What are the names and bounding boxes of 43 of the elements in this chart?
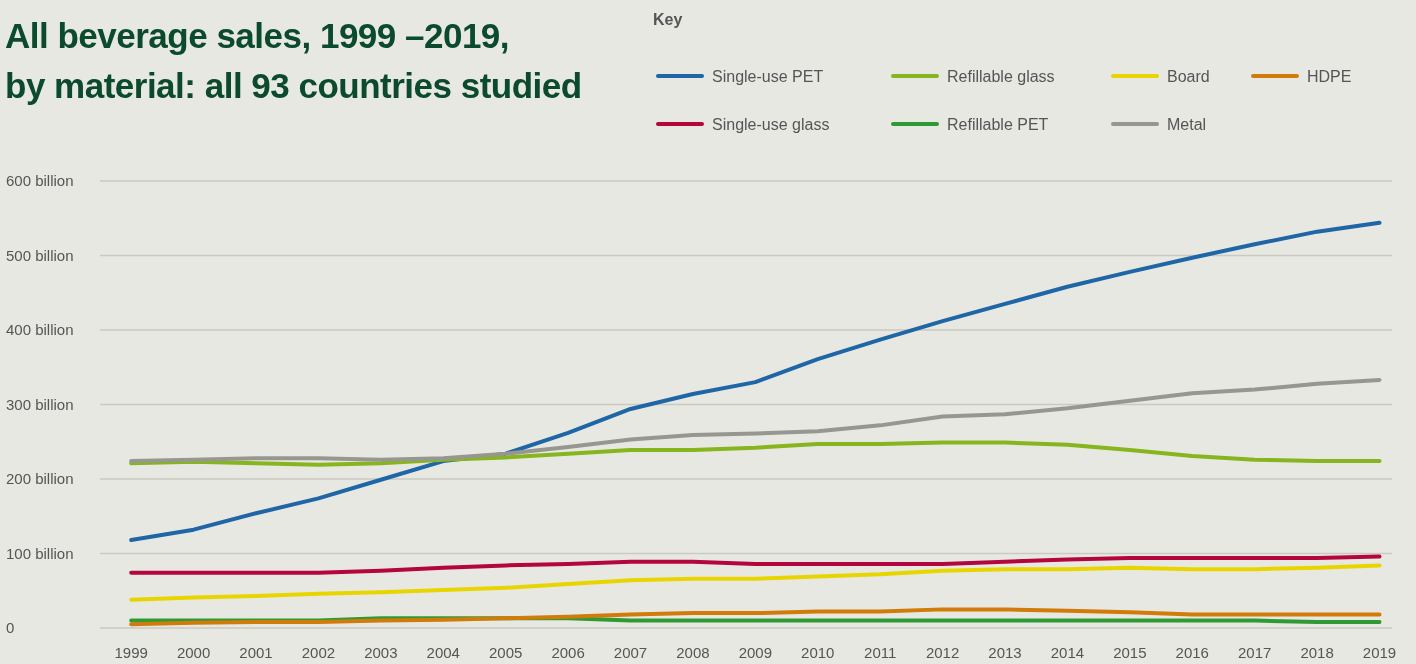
y-tick-label: 0 xyxy=(6,619,15,637)
x-tick-label: 2008 xyxy=(676,644,710,661)
x-tick-label: 2016 xyxy=(1175,644,1209,661)
y-tick-label: 200 billion xyxy=(6,470,74,488)
x-tick-label: 2018 xyxy=(1300,644,1334,661)
x-tick-label: 2002 xyxy=(301,644,336,661)
y-tick-label: 600 billion xyxy=(6,172,74,190)
legend-label: Refillable PET xyxy=(947,115,1049,133)
legend-title: Key xyxy=(653,11,683,28)
x-tick-label: 2011 xyxy=(864,644,897,661)
x-tick-label: 2006 xyxy=(551,644,585,661)
x-tick-label: 2014 xyxy=(1050,644,1085,661)
x-tick-label: 2010 xyxy=(801,644,835,661)
x-tick-label: 2004 xyxy=(426,644,460,661)
legend-label: Single-use glass xyxy=(712,115,830,133)
y-tick-label: 400 billion xyxy=(6,321,74,339)
x-tick-label: 2009 xyxy=(738,644,773,661)
x-tick-label: 2013 xyxy=(988,644,1022,661)
line-series xyxy=(129,220,1382,543)
x-tick-label: 2012 xyxy=(925,644,960,661)
x-tick-label: 2017 xyxy=(1238,644,1272,661)
legend-label: HDPE xyxy=(1307,67,1352,85)
line-series xyxy=(129,440,1382,467)
y-tick-label: 100 billion xyxy=(6,544,74,562)
line-series xyxy=(129,563,1382,602)
chart-title: All beverage sales, 1999 –2019, by material: all 93 countries studied xyxy=(5,16,582,105)
x-tick-label: 1999 xyxy=(114,644,148,661)
line-series xyxy=(129,607,1382,627)
x-tick-label: 2007 xyxy=(613,644,648,661)
x-tick-label: 2003 xyxy=(364,644,398,661)
x-tick-label: 2005 xyxy=(489,644,523,661)
y-tick-label: 500 billion xyxy=(6,246,74,264)
legend-label: Single-use PET xyxy=(712,67,824,85)
x-tick-label: 2019 xyxy=(1362,644,1397,661)
line-series xyxy=(129,554,1382,575)
y-tick-label: 300 billion xyxy=(6,395,74,413)
legend-label: Refillable glass xyxy=(947,67,1055,85)
line-series xyxy=(129,377,1382,464)
legend-label: Board xyxy=(1167,67,1210,85)
x-tick-label: 2015 xyxy=(1113,644,1147,661)
x-tick-label: 2000 xyxy=(176,644,211,661)
x-tick-label: 2001 xyxy=(239,644,273,661)
legend-label: Metal xyxy=(1167,115,1207,133)
